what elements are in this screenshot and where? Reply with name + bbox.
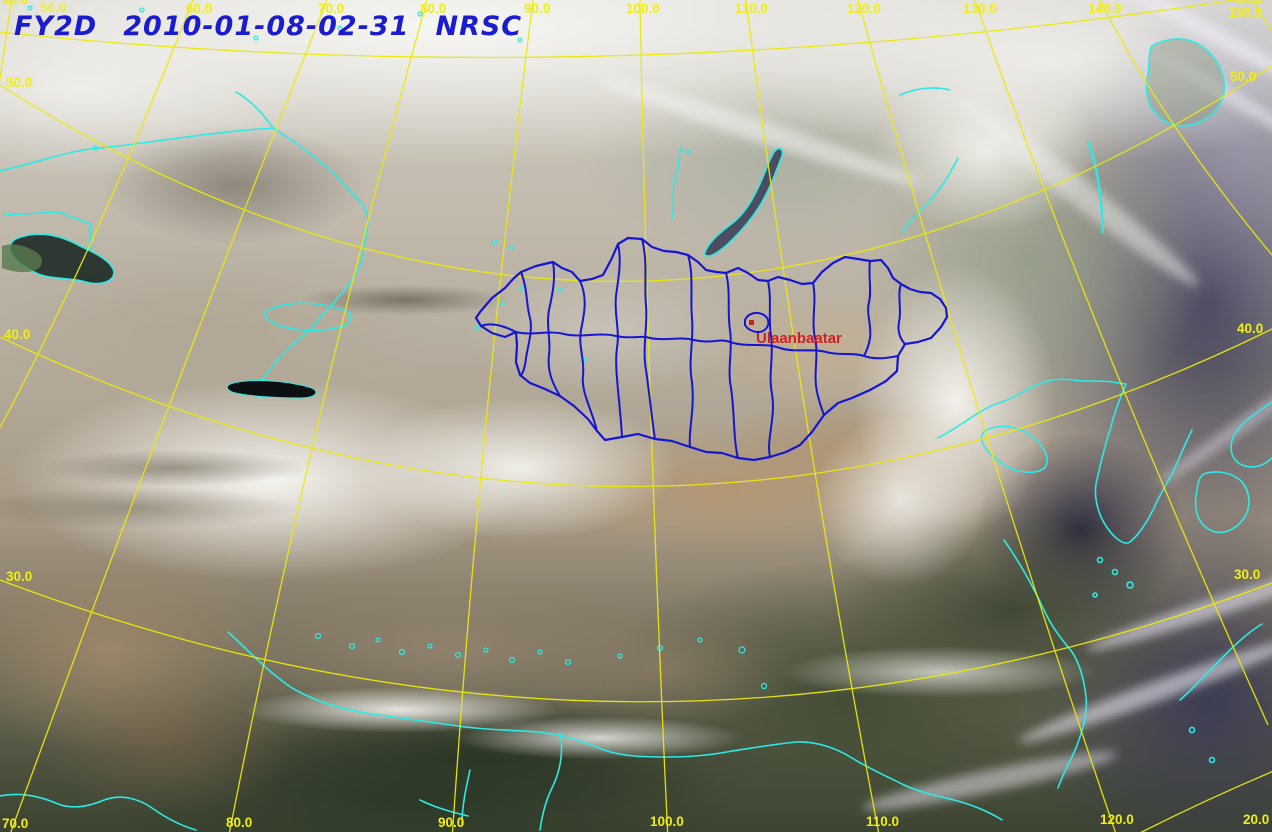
lake-balkhash-west: [2, 244, 42, 273]
coastline-japan: [1179, 623, 1263, 701]
island-dot: [1092, 592, 1098, 598]
meridian-90e: [451, 0, 534, 832]
coastline: [0, 793, 197, 831]
lake-baikal: [703, 147, 784, 257]
graticule-label-bottom: 110.0: [866, 814, 900, 829]
mongolia-outline: [474, 236, 949, 462]
graticule-label-bottom: 20.0: [1243, 812, 1270, 827]
graticule-label-top: 60.0: [1236, 0, 1262, 7]
river-line: [899, 87, 951, 96]
island-outline: [1145, 38, 1226, 127]
image-title: FY2D 2010-01-08-02-31 NRSC: [14, 11, 522, 42]
graticule-label-left: 40.0: [4, 327, 31, 342]
coastline: [980, 425, 1048, 474]
river-line: [901, 157, 959, 233]
lake-issyk-kul: [226, 380, 317, 399]
border-line: [3, 211, 92, 253]
city-marker-dot[interactable]: [749, 320, 754, 325]
satellite-name: FY2D: [14, 11, 98, 42]
meridian-120e: [857, 0, 1116, 832]
river-delta: [461, 769, 471, 825]
acquisition-timestamp: 2010-01-08-02-31: [123, 11, 410, 42]
meridian-80e: [228, 0, 428, 832]
island-outline: [1086, 140, 1105, 234]
meridian-50e: [0, 0, 12, 84]
graticule-label-right: 40.0: [1237, 321, 1264, 336]
glacier-outline: [263, 302, 352, 332]
island-dot: [1126, 581, 1134, 589]
graticule-label-bottom: 120.0: [1100, 812, 1134, 827]
cloud-edge-flecks: [27, 5, 691, 155]
meridian-110e: [745, 0, 880, 832]
coastline-japan: [1230, 401, 1272, 468]
meridian-70e: [10, 0, 328, 832]
graticule-label-right: 50.0: [1230, 69, 1257, 84]
graticule-label-top: 110.0: [735, 1, 769, 16]
himalaya-border: [227, 631, 1003, 821]
ulaanbaatar-enclave: [744, 311, 770, 334]
graticule-label-top: 140.0: [1088, 1, 1122, 16]
meridian-100e: [639, 0, 669, 832]
parallel-20n: [1140, 771, 1272, 832]
river-delta: [539, 732, 563, 831]
graticule-label-top: 50.0: [40, 0, 67, 15]
graticule-label-bottom: 70.0: [2, 816, 29, 831]
graticule-label-top: 90.0: [524, 1, 551, 16]
graticule-label-left: 50.0: [6, 75, 33, 90]
coastline: [937, 378, 1193, 544]
parallel-40n: [0, 328, 1272, 488]
graticule-label-bottom: 100.0: [650, 814, 684, 829]
graticule-label-top: 60.0: [186, 1, 213, 16]
graticule-label-top: 120.0: [847, 1, 881, 16]
mongolia-lakes: [474, 238, 588, 363]
island-dot: [1096, 556, 1104, 564]
meridian-140e: [1099, 0, 1272, 256]
graticule-label-left: 30.0: [6, 569, 33, 584]
graticule-label-right: 30.0: [1234, 567, 1261, 582]
graticule-label-top: 130.0: [963, 1, 997, 16]
coastline-japan: [1194, 471, 1250, 534]
graticule-label-top: 150.0: [1228, 5, 1262, 20]
river-delta: [419, 799, 469, 817]
parallel-30n: [0, 579, 1272, 703]
island-dot: [1111, 568, 1119, 576]
coastline: [1003, 539, 1088, 789]
border-line: [0, 127, 369, 381]
graticule-label-bottom: 80.0: [226, 815, 253, 830]
parallel-50n: [0, 65, 1272, 282]
graticule-label-top: 60.0: [2, 0, 28, 7]
border-line: [235, 91, 274, 129]
meridian-60e: [0, 0, 194, 429]
agency-name: NRSC: [435, 11, 523, 42]
graticule-label-top: 80.0: [420, 1, 447, 16]
island-dot: [1208, 756, 1216, 764]
graticule-label-top: 100.0: [626, 1, 660, 16]
city-label-ulaanbaatar[interactable]: Ulaanbaatar: [756, 330, 842, 347]
graticule-label-bottom: 90.0: [438, 815, 465, 830]
coastline-layer: [0, 5, 1272, 831]
aimag-borders: [480, 238, 906, 459]
river-line: [671, 145, 683, 219]
tibet-lakes: [314, 632, 768, 690]
meridian-130e: [974, 0, 1269, 726]
parallel-60n: [0, 0, 1239, 59]
island-dot: [1188, 726, 1196, 734]
meridian-150e: [1251, 0, 1272, 33]
graticule-label-top: 70.0: [318, 1, 345, 16]
mongolia-boundary-layer: [474, 236, 949, 462]
